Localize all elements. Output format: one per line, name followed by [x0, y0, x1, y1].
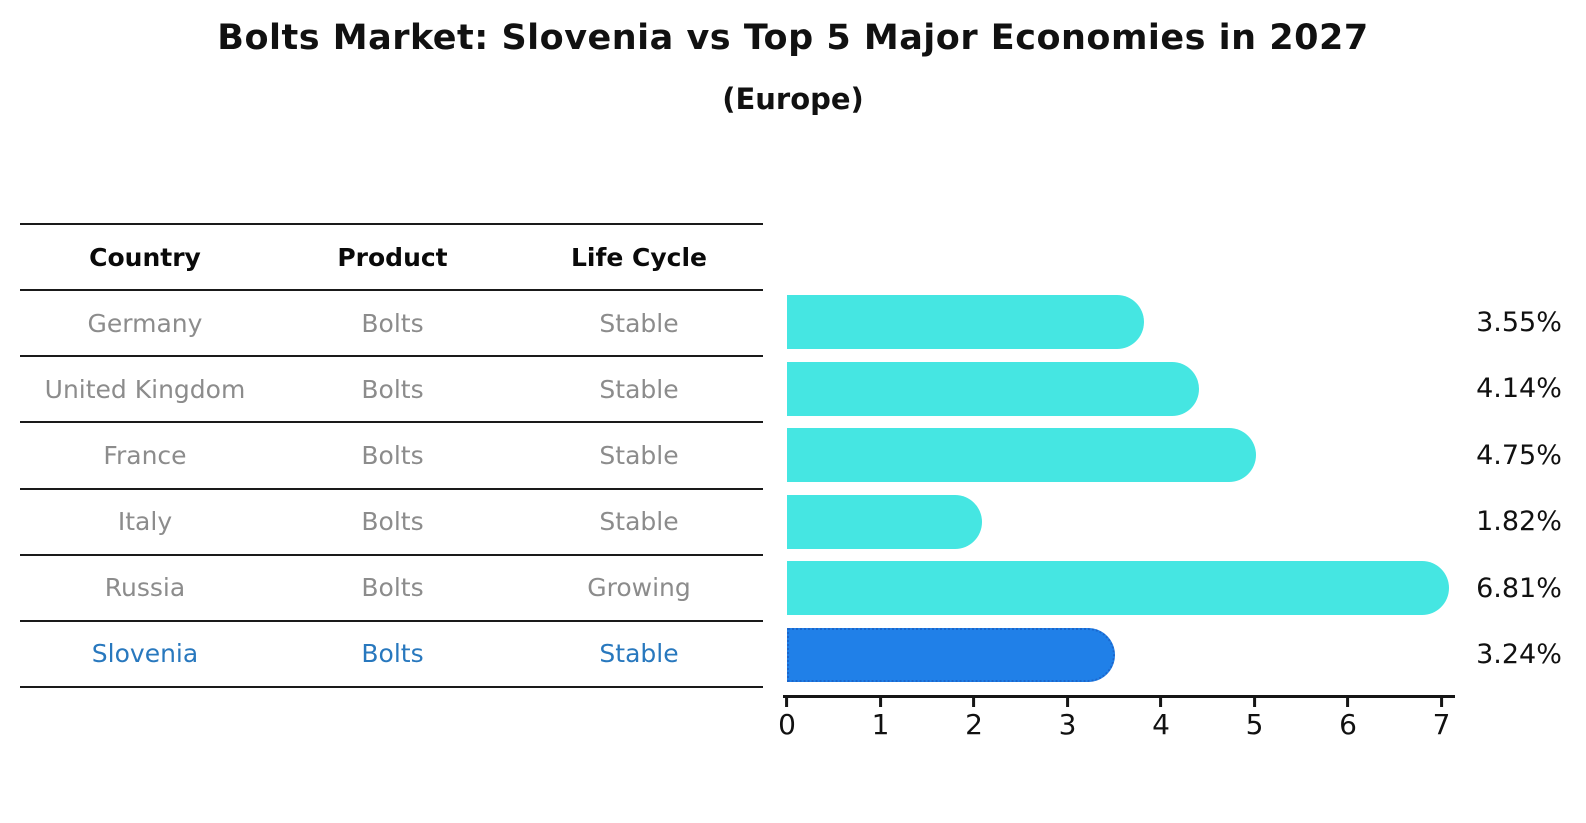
- table-header-row: Country Product Life Cycle: [20, 225, 763, 292]
- country-cell: France: [103, 440, 187, 470]
- table-row-russia: Russia Bolts Growing: [20, 556, 763, 622]
- value-label-slovenia: 3.24%: [1476, 639, 1562, 671]
- product-cell: Bolts: [361, 639, 424, 669]
- header-cell-life-cycle: Life Cycle: [570, 242, 708, 272]
- x-axis-tick-label: 2: [965, 708, 983, 741]
- country-cell: United Kingdom: [44, 374, 246, 404]
- tick-mark: [1439, 698, 1443, 707]
- value-labels: 3.55% 4.14% 4.75% 1.82% 6.81% 3.24%: [1458, 289, 1580, 688]
- bar-russia: [787, 561, 1449, 616]
- country-cell: Slovenia: [91, 639, 199, 669]
- x-axis-tick-label: 4: [1152, 708, 1170, 741]
- x-axis-tick-label: 3: [1058, 708, 1077, 741]
- x-axis-line: [783, 695, 1455, 698]
- tick-mark: [1346, 698, 1350, 707]
- bar-row: [787, 555, 1459, 622]
- header-cell-product: Product: [337, 242, 448, 272]
- tick-mark: [878, 698, 882, 707]
- table-row-united-kingdom: United Kingdom Bolts Stable: [20, 357, 763, 424]
- product-cell: Bolts: [361, 308, 424, 338]
- x-axis-tick: 1: [871, 698, 890, 741]
- header-cell-country: Country: [89, 242, 201, 272]
- x-axis-tick: 7: [1432, 698, 1451, 741]
- table-row-italy: Italy Bolts Stable: [20, 490, 763, 556]
- bar-row: [787, 422, 1459, 489]
- bar-chart: [787, 289, 1459, 688]
- product-cell: Bolts: [361, 507, 424, 537]
- data-table: Country Product Life Cycle Germany Bolts…: [20, 223, 763, 688]
- country-cell: Germany: [87, 308, 203, 338]
- page-subtitle: (Europe): [722, 82, 864, 116]
- x-axis-tick-label: 7: [1432, 708, 1451, 741]
- bar-united-kingdom: [787, 361, 1200, 416]
- value-label-united-kingdom: 4.14%: [1476, 373, 1562, 405]
- lifecycle-cell: Stable: [599, 440, 679, 470]
- value-label-france: 4.75%: [1476, 439, 1562, 471]
- product-cell: Bolts: [361, 374, 424, 404]
- country-cell: Italy: [117, 507, 173, 537]
- page-title: Bolts Market: Slovenia vs Top 5 Major Ec…: [217, 18, 1369, 58]
- x-axis-tick-label: 0: [778, 708, 796, 741]
- tick-mark: [1252, 698, 1256, 707]
- lifecycle-cell: Stable: [599, 308, 679, 338]
- bar-row: [787, 489, 1459, 556]
- bar-row: [787, 289, 1459, 356]
- lifecycle-cell: Stable: [599, 507, 679, 537]
- table-row-germany: Germany Bolts Stable: [20, 291, 763, 358]
- x-axis-tick: 3: [1058, 698, 1077, 741]
- x-axis-tick: 6: [1339, 698, 1357, 741]
- tick-mark: [1065, 698, 1069, 707]
- tick-mark: [972, 698, 976, 707]
- bar-italy: [787, 494, 983, 549]
- x-axis-tick-label: 5: [1245, 708, 1264, 741]
- product-cell: Bolts: [361, 440, 424, 470]
- bar-row: [787, 622, 1459, 689]
- lifecycle-cell: Stable: [599, 374, 679, 404]
- table-row-slovenia: Slovenia Bolts Stable: [20, 622, 763, 686]
- value-label-italy: 1.82%: [1476, 506, 1562, 538]
- bar-germany: [787, 295, 1144, 350]
- value-label-germany: 3.55%: [1476, 306, 1562, 338]
- x-axis-tick: 5: [1245, 698, 1264, 741]
- country-cell: Russia: [104, 573, 186, 603]
- tick-mark: [785, 698, 789, 707]
- bar-slovenia: [787, 627, 1115, 682]
- x-axis-tick-label: 6: [1339, 708, 1357, 741]
- tick-mark: [1159, 698, 1163, 707]
- table-row-france: France Bolts Stable: [20, 423, 763, 490]
- bar-france: [787, 428, 1257, 483]
- x-axis-tick-label: 1: [871, 708, 890, 741]
- x-axis-tick: 0: [778, 698, 796, 741]
- lifecycle-cell: Growing: [587, 573, 691, 603]
- lifecycle-cell: Stable: [599, 639, 679, 669]
- bar-row: [787, 356, 1459, 423]
- value-label-russia: 6.81%: [1476, 572, 1562, 604]
- product-cell: Bolts: [361, 573, 424, 603]
- x-axis-tick: 4: [1152, 698, 1170, 741]
- x-axis-tick: 2: [965, 698, 983, 741]
